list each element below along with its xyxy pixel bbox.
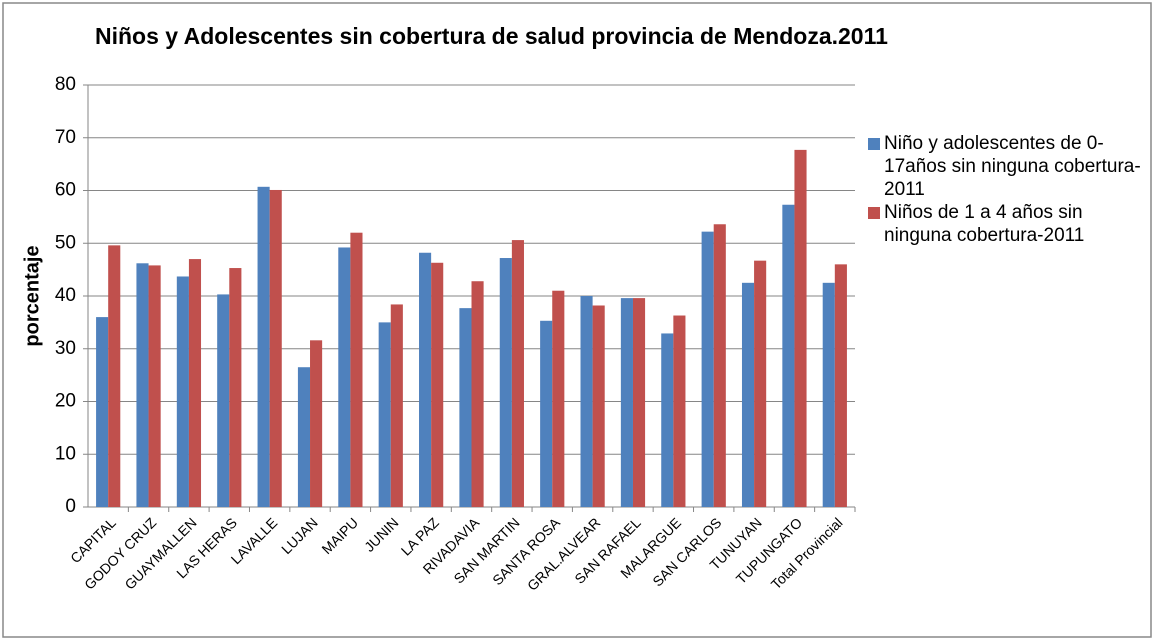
bar (471, 281, 484, 507)
y-tick-label: 40 (55, 285, 76, 306)
bar (297, 367, 311, 507)
bar (511, 240, 524, 507)
bar (632, 298, 646, 507)
y-tick-label: 50 (55, 232, 76, 253)
bar (459, 308, 472, 507)
y-tick-label: 30 (55, 338, 76, 359)
chart-title: Niños y Adolescentes sin cobertura de sa… (95, 23, 888, 49)
bar (754, 260, 767, 507)
bar (540, 320, 553, 507)
bar (620, 298, 633, 507)
bar (782, 204, 795, 507)
bar (673, 315, 686, 507)
bar (136, 263, 149, 507)
y-tick-label: 80 (55, 74, 76, 95)
bar (338, 247, 351, 507)
legend-label: Niños de 1 a 4 años sin ninguna cobertur… (884, 202, 1085, 246)
bar (431, 262, 444, 507)
bar (661, 333, 674, 507)
legend-swatch (868, 207, 880, 219)
bar (834, 264, 847, 507)
bar (310, 340, 323, 507)
bar (257, 186, 270, 507)
legend-item: Niño y adolescentes de 0-17años sin ning… (868, 132, 1148, 201)
bar (499, 258, 512, 507)
bar (419, 252, 432, 507)
y-axis-label: porcentaje (21, 245, 43, 346)
bar (148, 265, 161, 507)
bar (741, 282, 755, 507)
legend-swatch (868, 138, 880, 150)
bar (269, 189, 282, 507)
bar (701, 231, 714, 507)
legend-label: Niño y adolescentes de 0-17años sin ning… (884, 133, 1141, 200)
y-tick-label: 60 (55, 180, 76, 201)
bar (552, 290, 565, 507)
bar (217, 294, 230, 507)
bar (713, 224, 726, 507)
bar (350, 232, 363, 507)
bar (822, 282, 835, 507)
y-tick-label: 70 (55, 127, 76, 148)
bar (580, 296, 593, 507)
y-tick-label: 10 (55, 443, 76, 464)
bar (229, 268, 242, 507)
bar (176, 276, 189, 507)
bar (592, 305, 605, 507)
bar (378, 322, 391, 507)
y-tick-label: 0 (65, 496, 76, 517)
legend-item: Niños de 1 a 4 años sin ninguna cobertur… (868, 201, 1148, 247)
y-tick-label: 20 (55, 391, 76, 412)
bar (390, 304, 403, 507)
bar (108, 245, 121, 508)
legend: Niño y adolescentes de 0-17años sin ning… (868, 132, 1148, 247)
bar (794, 149, 807, 507)
bar (188, 259, 202, 507)
bar (96, 317, 109, 507)
